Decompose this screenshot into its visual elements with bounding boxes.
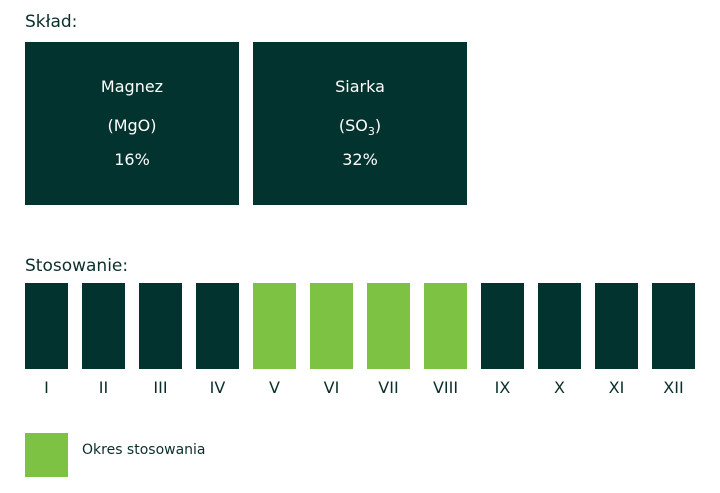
nutrient-formula: (SO3) (253, 116, 467, 138)
month-label: III (153, 378, 168, 397)
nutrient-value: 16% (114, 150, 150, 169)
month-label: I (44, 378, 49, 397)
formula-text: (MgO) (107, 116, 157, 135)
month-bar (652, 283, 695, 369)
month-label: XI (608, 378, 625, 397)
month-bar (139, 283, 182, 369)
month-label: V (269, 378, 280, 397)
nutrient-value: 32% (342, 150, 378, 169)
nutrient-name: Magnez (100, 77, 164, 96)
composition-heading: Skład: (25, 12, 78, 32)
month-bar (538, 283, 581, 369)
legend-swatch (25, 433, 68, 477)
composition-box: Magnez (MgO) 16% (25, 42, 239, 205)
month-bar (595, 283, 638, 369)
month-bar (253, 283, 296, 369)
month-bar (82, 283, 125, 369)
application-heading: Stosowanie: (25, 256, 129, 276)
month-label: IX (494, 378, 511, 397)
nutrient-name: Siarka (335, 77, 385, 96)
month-label: VI (323, 378, 340, 397)
month-bar (424, 283, 467, 369)
month-bar (481, 283, 524, 369)
month-bar (310, 283, 353, 369)
month-label: VII (378, 378, 399, 397)
month-label: VIII (432, 378, 459, 397)
month-bar (367, 283, 410, 369)
month-label: X (554, 378, 565, 397)
legend-label: Okres stosowania (82, 442, 206, 458)
month-bar (196, 283, 239, 369)
composition-box: Siarka (SO3) 32% (253, 42, 467, 205)
month-label: II (98, 378, 109, 397)
formula-text: (SO (338, 116, 368, 135)
month-label: IV (209, 378, 226, 397)
month-bar (25, 283, 68, 369)
month-label: XII (663, 378, 684, 397)
formula-subscript: 3 (367, 125, 375, 139)
formula-text: ) (374, 116, 382, 135)
nutrient-formula: (MgO) (25, 116, 239, 135)
